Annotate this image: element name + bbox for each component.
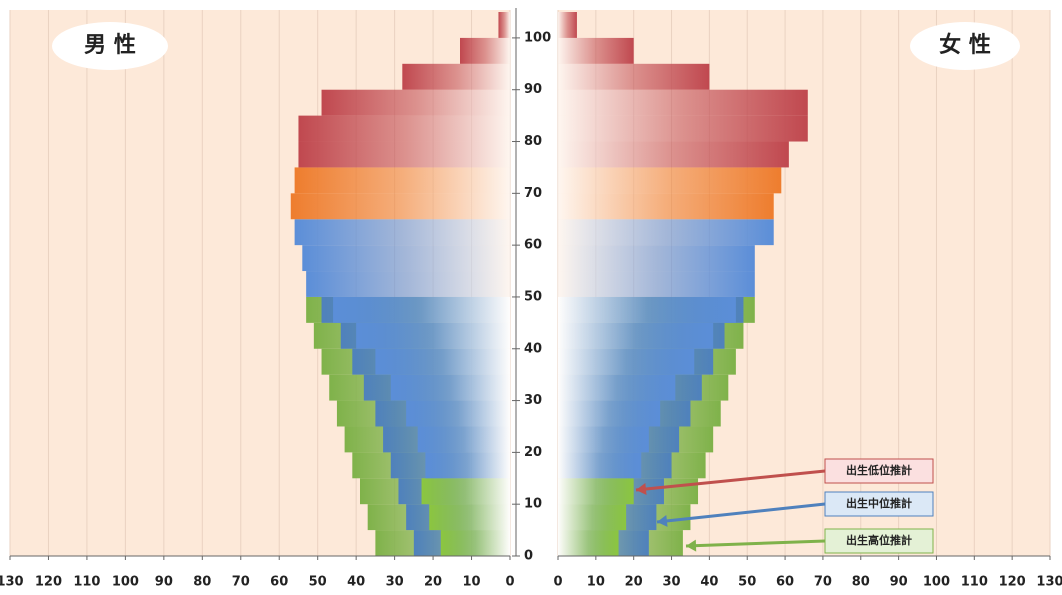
bar <box>294 219 510 246</box>
x-tick-label: 80 <box>193 575 211 590</box>
panel-badge <box>910 22 1020 70</box>
bar <box>333 296 510 323</box>
bar <box>558 504 627 531</box>
bar <box>558 12 577 38</box>
bar <box>558 374 676 401</box>
x-tick-label: 90 <box>890 575 908 590</box>
y-tick-label: 60 <box>524 238 542 253</box>
x-tick-label: 130 <box>0 575 24 590</box>
bar <box>356 322 510 349</box>
y-tick-label: 10 <box>524 497 542 512</box>
x-tick-label: 10 <box>587 575 605 590</box>
x-tick-label: 100 <box>112 575 139 590</box>
bar <box>558 426 649 453</box>
y-tick-label: 90 <box>524 82 542 97</box>
bar <box>558 322 714 349</box>
legend-arrowhead <box>657 514 668 527</box>
bar <box>321 89 510 116</box>
x-tick-label: 80 <box>852 575 870 590</box>
panel-label: 女 性 <box>939 32 991 58</box>
bar <box>402 63 510 90</box>
x-tick-label: 20 <box>625 575 643 590</box>
x-tick-label: 40 <box>347 575 365 590</box>
bar <box>558 115 808 142</box>
x-tick-label: 40 <box>700 575 718 590</box>
legend-box <box>824 458 934 484</box>
bar <box>558 37 634 64</box>
y-tick-label: 40 <box>524 341 542 356</box>
y-tick-label: 20 <box>524 445 542 460</box>
x-tick-label: 90 <box>155 575 173 590</box>
legend-arrowhead <box>636 483 647 495</box>
x-tick-label: 60 <box>776 575 794 590</box>
bar <box>558 452 642 479</box>
bar <box>558 89 808 116</box>
bar <box>558 348 695 375</box>
panel-badge <box>52 22 168 70</box>
bar <box>298 141 510 168</box>
bar <box>460 37 510 64</box>
x-tick-label: 70 <box>232 575 250 590</box>
x-tick-label: 10 <box>462 575 480 590</box>
x-tick-label: 70 <box>814 575 832 590</box>
bar <box>298 115 510 142</box>
x-tick-label: 100 <box>923 575 950 590</box>
x-tick-label: 120 <box>35 575 62 590</box>
bar <box>558 167 782 194</box>
bar <box>429 504 510 531</box>
y-tick-label: 30 <box>524 393 542 408</box>
legend-arrowhead <box>686 539 697 552</box>
legend-arrow <box>685 539 826 548</box>
legend-box <box>824 528 934 554</box>
bar <box>498 12 510 38</box>
legend-arrow <box>656 502 826 524</box>
bar <box>558 193 774 220</box>
panel-label: 男 性 <box>84 33 136 58</box>
bar <box>425 452 510 479</box>
bar <box>558 530 619 556</box>
x-tick-label: 30 <box>386 575 404 590</box>
bar <box>558 141 789 168</box>
legend-label: 出生低位推計 <box>846 463 912 477</box>
y-tick-label: 50 <box>524 289 542 304</box>
x-tick-label: 20 <box>424 575 442 590</box>
x-tick-label: 0 <box>505 575 514 590</box>
bar <box>558 245 755 272</box>
bar <box>558 296 736 323</box>
y-tick-label: 80 <box>524 134 542 149</box>
bar <box>294 167 510 194</box>
x-tick-label: 110 <box>73 575 100 590</box>
bar <box>306 271 510 297</box>
y-tick-label: 100 <box>524 30 551 45</box>
bar <box>558 271 755 297</box>
bar <box>390 374 510 401</box>
bar <box>290 193 510 220</box>
bar <box>421 478 510 505</box>
y-tick-label: 70 <box>524 186 542 201</box>
legend-arrow <box>635 469 826 492</box>
bar <box>302 245 510 272</box>
legend-label: 出生中位推計 <box>846 496 912 510</box>
x-tick-label: 110 <box>961 575 988 590</box>
bar <box>440 530 510 556</box>
bar <box>558 63 710 90</box>
legend-box <box>824 491 934 517</box>
legend-label: 出生高位推計 <box>846 533 912 547</box>
x-tick-label: 30 <box>662 575 680 590</box>
x-tick-label: 50 <box>738 575 756 590</box>
x-tick-label: 50 <box>309 575 327 590</box>
bar <box>558 478 634 505</box>
bar <box>375 348 510 375</box>
bar <box>417 426 510 453</box>
x-tick-label: 0 <box>553 575 562 590</box>
x-tick-label: 60 <box>270 575 288 590</box>
bar <box>406 400 510 427</box>
bar <box>558 219 774 246</box>
y-tick-label: 0 <box>524 549 533 564</box>
x-tick-label: 120 <box>999 575 1026 590</box>
x-tick-label: 130 <box>1036 575 1062 590</box>
bar <box>558 400 661 427</box>
